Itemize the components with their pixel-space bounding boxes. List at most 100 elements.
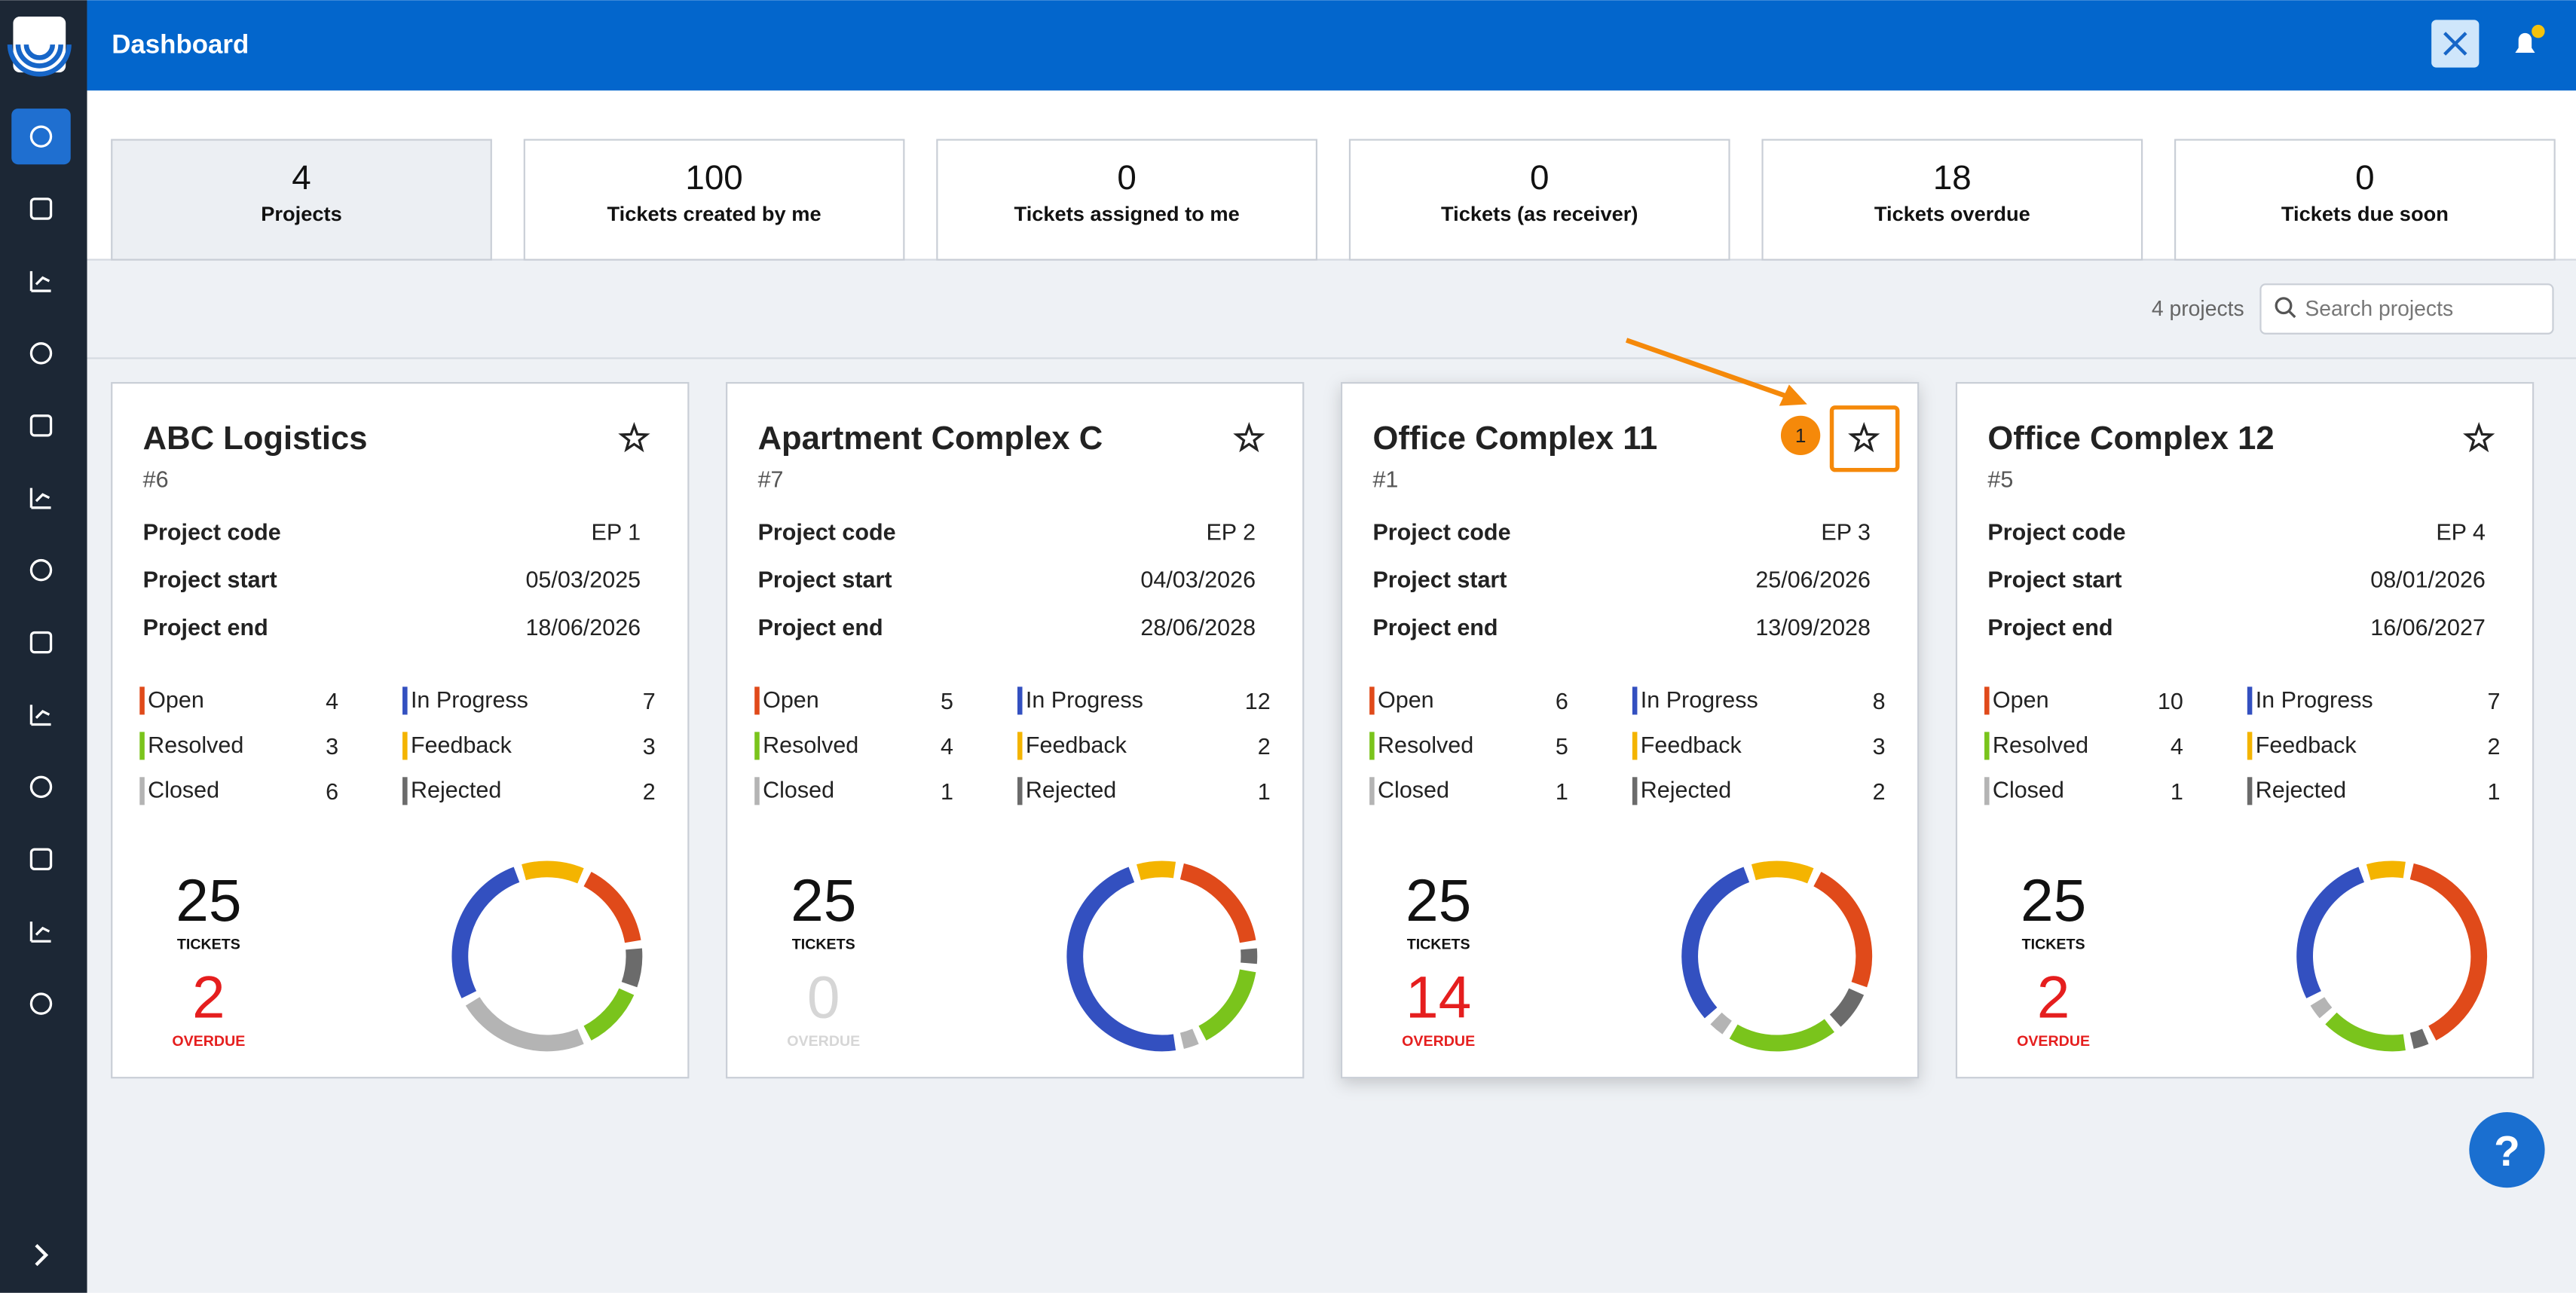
stat-tab[interactable]: 0 Tickets assigned to me xyxy=(936,139,1318,261)
stat-label: Projects xyxy=(261,202,341,225)
status-count: 3 xyxy=(1873,734,1886,760)
nav-icon xyxy=(29,848,53,871)
project-id: #1 xyxy=(1372,467,1398,493)
total-label: TICKETS xyxy=(2022,937,2085,953)
project-name: Apartment Complex C xyxy=(758,420,1103,457)
nav-item[interactable] xyxy=(29,631,53,654)
stat-tab[interactable]: 0 Tickets due soon xyxy=(2174,139,2556,261)
status-label: In Progress xyxy=(1641,687,1758,713)
help-button[interactable] xyxy=(2469,1111,2545,1188)
status-label: Rejected xyxy=(2256,778,2346,803)
sidebar-expand[interactable] xyxy=(35,1244,49,1267)
nav-item[interactable] xyxy=(29,775,53,799)
star-button[interactable] xyxy=(618,422,650,453)
overdue-count: 0 xyxy=(807,964,840,1030)
donut-segment xyxy=(1066,867,1176,1052)
total-count: 25 xyxy=(1406,867,1471,934)
status-count: 8 xyxy=(1873,689,1886,714)
search-box[interactable] xyxy=(2259,283,2554,335)
status-count: 1 xyxy=(1258,779,1271,805)
stat-tab[interactable]: 18 Tickets overdue xyxy=(1761,139,2143,261)
stat-tab[interactable]: 100 Tickets created by me xyxy=(523,139,905,261)
field-value: 18/06/2026 xyxy=(525,615,641,640)
status-bar xyxy=(1984,777,1990,805)
total-count: 25 xyxy=(2021,867,2086,934)
nav-icon xyxy=(29,705,51,726)
project-card[interactable]: Office Complex 12 #5 Project code EP 4 Proje… xyxy=(1955,382,2535,1079)
status-count: 1 xyxy=(1556,779,1568,805)
status-bar xyxy=(1632,732,1638,760)
donut-segment xyxy=(2409,863,2488,1041)
nav-item[interactable] xyxy=(29,342,53,365)
status-bar xyxy=(1369,777,1375,805)
project-name: ABC Logistics xyxy=(143,420,368,457)
project-card[interactable]: ABC Logistics #6 Project code EP 1 Project s… xyxy=(111,382,690,1079)
status-count: 3 xyxy=(643,734,656,760)
stat-label: Tickets assigned to me xyxy=(1014,202,1240,225)
nav-item[interactable] xyxy=(29,992,53,1015)
status-count: 2 xyxy=(643,779,656,805)
nav-item[interactable] xyxy=(29,488,51,509)
donut-segment xyxy=(2366,860,2406,881)
star-button[interactable] xyxy=(1233,422,1265,453)
status-bar xyxy=(139,777,145,805)
status-label: Closed xyxy=(763,778,834,803)
project-id: #6 xyxy=(143,467,169,493)
field-value: 05/03/2025 xyxy=(525,567,641,593)
status-bar xyxy=(754,732,760,760)
status-label: Resolved xyxy=(1378,732,1473,758)
field-value: EP 4 xyxy=(2436,520,2486,546)
status-count: 6 xyxy=(1556,689,1568,714)
search-icon-handle xyxy=(2287,310,2296,319)
stat-tab-bg xyxy=(2174,139,2556,261)
status-label: In Progress xyxy=(2256,687,2373,713)
field-label: Project code xyxy=(143,520,281,546)
nav-item[interactable] xyxy=(29,922,51,943)
status-bar xyxy=(1984,732,1990,760)
status-label: Feedback xyxy=(1641,732,1742,758)
card-bg xyxy=(1340,382,1920,1079)
status-bar xyxy=(402,732,408,760)
sidebar xyxy=(0,0,87,1293)
status-count: 1 xyxy=(2171,779,2183,805)
nav-icon xyxy=(29,992,53,1015)
stat-value: 100 xyxy=(685,158,742,197)
project-card[interactable]: Apartment Complex C #7 Project code EP 2 Pro… xyxy=(726,382,1305,1079)
status-label: Rejected xyxy=(1026,778,1116,803)
donut-segment xyxy=(451,867,520,998)
star-button[interactable] xyxy=(2463,422,2495,453)
donut-segment xyxy=(1198,969,1256,1041)
donut-segment xyxy=(1813,871,1873,988)
status-count: 5 xyxy=(1556,734,1568,760)
search-placeholder: Search projects xyxy=(2305,297,2453,321)
nav-item[interactable] xyxy=(29,125,53,148)
project-card[interactable]: Office Complex 11 #1 Project code EP 3 Proje… xyxy=(1340,382,1920,1079)
annotation-arrowhead xyxy=(1779,384,1807,406)
nav-item[interactable] xyxy=(29,848,53,871)
nav-item[interactable] xyxy=(29,705,51,726)
nav-icon xyxy=(29,775,53,799)
nav-item[interactable] xyxy=(29,558,53,582)
status-bar xyxy=(2247,686,2253,715)
field-value: 16/06/2027 xyxy=(2370,615,2486,640)
nav-item[interactable] xyxy=(29,414,53,437)
status-bar xyxy=(2247,732,2253,760)
total-label: TICKETS xyxy=(792,937,855,953)
status-count: 1 xyxy=(2488,779,2501,805)
donut-segment xyxy=(1751,860,1814,884)
star-button[interactable] xyxy=(1848,422,1880,453)
nav-item[interactable] xyxy=(29,271,51,292)
status-bar xyxy=(1632,686,1638,715)
status-count: 2 xyxy=(1258,734,1271,760)
stat-value: 0 xyxy=(2355,158,2374,197)
bell[interactable] xyxy=(2515,32,2535,53)
stat-tab[interactable]: 4 Projects xyxy=(111,139,492,261)
nav-item[interactable] xyxy=(29,197,53,220)
status-bar xyxy=(402,686,408,715)
status-bar xyxy=(1369,686,1375,715)
donut-segment xyxy=(2310,997,2333,1019)
stat-tab[interactable]: 0 Tickets (as receiver) xyxy=(1348,139,1730,261)
stat-tab-bg xyxy=(111,139,492,261)
status-label: Feedback xyxy=(2256,732,2357,758)
status-label: Feedback xyxy=(411,732,512,758)
